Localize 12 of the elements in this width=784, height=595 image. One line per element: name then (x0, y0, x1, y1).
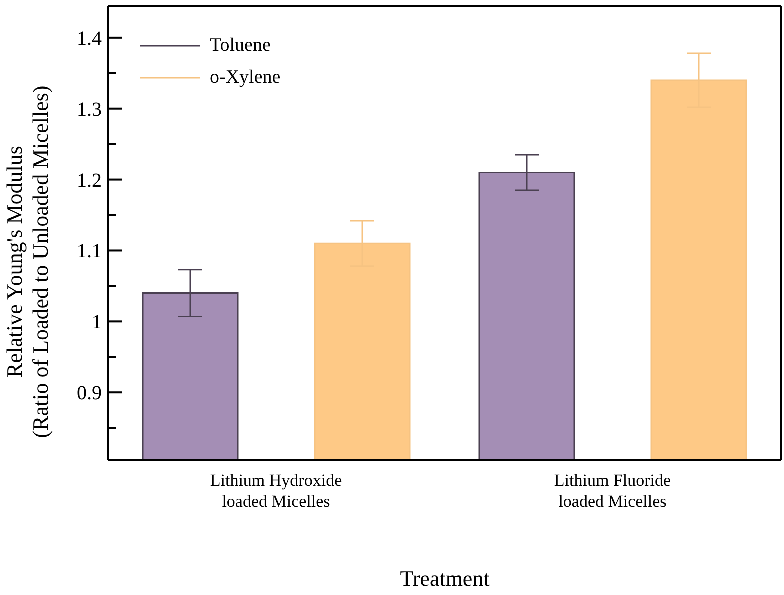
y-tick-label: 1.4 (77, 28, 102, 50)
legend-label: o-Xylene (210, 67, 281, 89)
y-axis-title: Relative Young's Modulus (Ratio of Loaded to Unloaded Micelles) (2, 86, 53, 438)
legend-label: Toluene (210, 35, 271, 57)
y-tick-label: 1.1 (77, 240, 102, 263)
y-tick-label: 1.3 (77, 98, 102, 121)
x-axis-title: Treatment (399, 566, 491, 592)
x-tick-label: Lithium Hydroxide loaded Micelles (210, 471, 342, 511)
y-tick-label: 0.9 (77, 382, 102, 405)
y-tick-label: 1 (92, 312, 102, 334)
x-tick-label: Lithium Fluoride loaded Micelles (554, 471, 672, 511)
y-tick-label: 1.2 (77, 170, 102, 192)
